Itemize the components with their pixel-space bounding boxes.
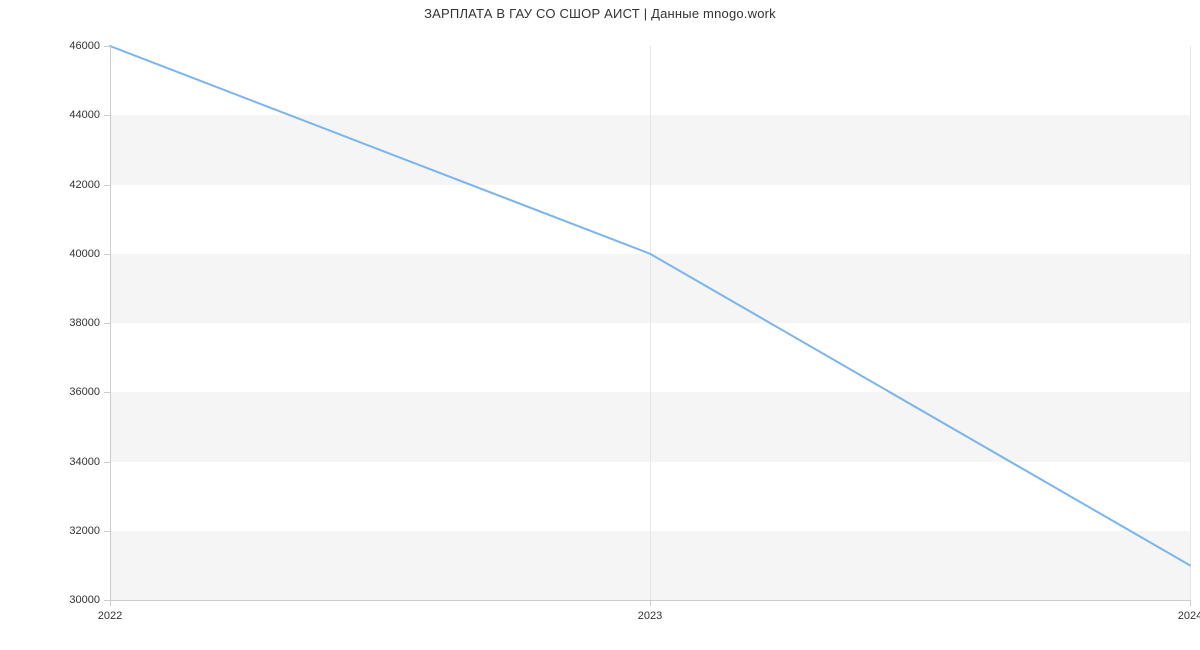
- plot-area: 3000032000340003600038000400004200044000…: [110, 46, 1190, 600]
- line-series: [110, 46, 1190, 600]
- x-tick: [650, 600, 651, 606]
- y-tick: [104, 254, 110, 255]
- y-tick: [104, 185, 110, 186]
- grid-vline: [1190, 46, 1191, 600]
- x-tick-label: 2022: [98, 610, 122, 622]
- y-tick-label: 34000: [55, 456, 100, 468]
- series-line: [110, 46, 1190, 565]
- y-tick: [104, 323, 110, 324]
- y-tick-label: 46000: [55, 40, 100, 52]
- y-axis-line: [110, 46, 111, 600]
- y-tick-label: 44000: [55, 109, 100, 121]
- y-tick: [104, 46, 110, 47]
- x-tick-label: 2024: [1178, 610, 1200, 622]
- y-tick-label: 36000: [55, 386, 100, 398]
- chart-container: ЗАРПЛАТА В ГАУ СО СШОР АИСТ | Данные mno…: [0, 0, 1200, 650]
- y-tick-label: 40000: [55, 248, 100, 260]
- y-tick-label: 42000: [55, 179, 100, 191]
- x-tick: [110, 600, 111, 606]
- y-tick: [104, 531, 110, 532]
- y-tick: [104, 392, 110, 393]
- chart-title: ЗАРПЛАТА В ГАУ СО СШОР АИСТ | Данные mno…: [0, 6, 1200, 21]
- y-tick-label: 32000: [55, 525, 100, 537]
- x-tick-label: 2023: [638, 610, 662, 622]
- y-tick-label: 38000: [55, 317, 100, 329]
- x-tick: [1190, 600, 1191, 606]
- y-tick-label: 30000: [55, 594, 100, 606]
- y-tick: [104, 115, 110, 116]
- y-tick: [104, 462, 110, 463]
